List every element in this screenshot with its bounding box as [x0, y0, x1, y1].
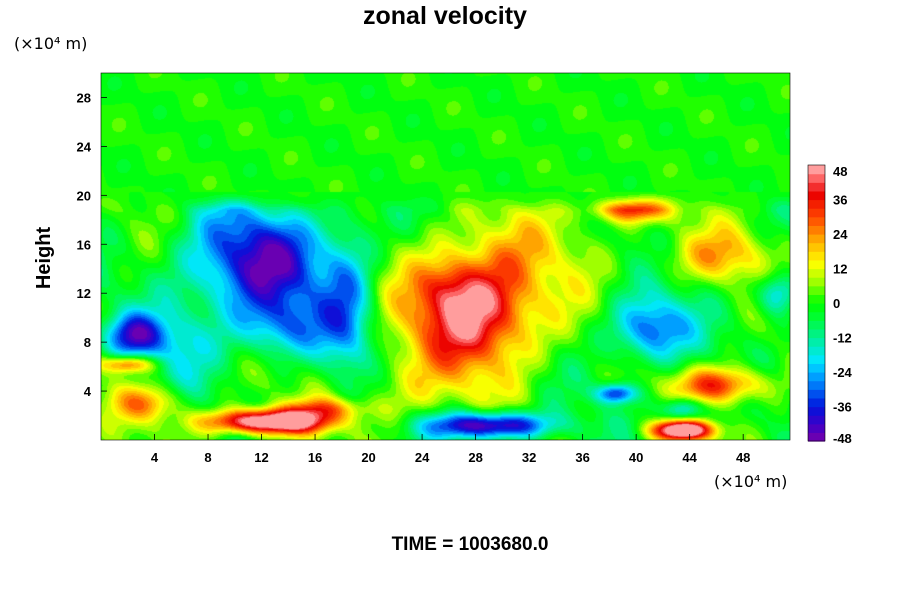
- colorbar-swatch: [808, 199, 825, 209]
- x-axis-ticks: 4 8 12 16 20 24 28 32 36 40 44 48: [151, 434, 750, 465]
- y-tick-label: 20: [77, 188, 91, 203]
- colorbar-swatch: [808, 277, 825, 287]
- x-tick-label: 24: [415, 450, 430, 465]
- colorbar-swatch: [808, 234, 825, 244]
- colorbar: 48 36 24 12 0 -12 -24 -36 -48: [807, 164, 853, 446]
- colorbar-label: -48: [833, 431, 852, 446]
- colorbar-label: -12: [833, 331, 852, 346]
- colorbar-labels: 48 36 24 12 0 -12 -24 -36 -48: [833, 164, 853, 446]
- colorbar-swatch: [808, 251, 825, 261]
- colorbar-swatch: [808, 346, 825, 356]
- x-tick-label: 12: [254, 450, 268, 465]
- plot-frame: [100, 72, 791, 441]
- heatmap-plot-area: [100, 72, 791, 441]
- colorbar-swatch: [808, 363, 825, 373]
- colorbar-swatch: [808, 372, 825, 382]
- x-tick-label: 20: [361, 450, 375, 465]
- colorbar-swatch: [808, 208, 825, 218]
- chart-title: zonal velocity: [363, 2, 527, 30]
- y-tick-label: 4: [84, 384, 92, 399]
- colorbar-swatch: [808, 380, 825, 390]
- x-tick-label: 16: [308, 450, 322, 465]
- x-tick-label: 40: [629, 450, 643, 465]
- colorbar-swatch: [808, 423, 825, 433]
- colorbar-label: 0: [833, 296, 840, 311]
- colorbar-swatch: [808, 432, 825, 442]
- y-axis-ticks: 4 8 12 16 20 24 28: [77, 90, 107, 399]
- x-tick-label: 4: [151, 450, 159, 465]
- colorbar-swatch: [808, 354, 825, 364]
- colorbar-label: 36: [833, 193, 847, 208]
- colorbar-label: 24: [833, 227, 848, 242]
- colorbar-swatch: [808, 389, 825, 399]
- y-tick-label: 24: [77, 139, 92, 154]
- colorbar-swatch: [808, 328, 825, 339]
- x-tick-label: 36: [575, 450, 589, 465]
- y-axis-label: Height: [33, 227, 55, 290]
- colorbar-swatch: [808, 406, 825, 416]
- y-tick-label: 8: [84, 335, 91, 350]
- colorbar-label: -24: [833, 365, 853, 380]
- colorbar-label: 12: [833, 262, 847, 277]
- colorbar-swatch: [808, 337, 825, 347]
- colorbar-swatch: [808, 165, 825, 175]
- colorbar-swatch: [808, 268, 825, 278]
- y-tick-label: 12: [77, 286, 91, 301]
- colorbar-swatch: [808, 182, 825, 192]
- colorbar-swatch: [808, 225, 825, 235]
- colorbar-swatch: [808, 303, 825, 313]
- colorbar-label: 48: [833, 164, 847, 179]
- colorbar-swatch: [808, 259, 825, 270]
- x-tick-label: 48: [736, 450, 750, 465]
- x-tick-label: 8: [204, 450, 211, 465]
- x-tick-label: 28: [468, 450, 482, 465]
- x-tick-label: 44: [682, 450, 697, 465]
- y-tick-label: 28: [77, 90, 91, 105]
- colorbar-swatch: [808, 173, 825, 183]
- colorbar-label: -36: [833, 400, 852, 415]
- colorbar-swatch: [808, 285, 825, 295]
- colorbar-swatch: [808, 190, 825, 201]
- colorbar-swatch: [808, 320, 825, 330]
- colorbar-swatch: [808, 294, 825, 304]
- y-axis-unit: (×10⁴ m): [14, 34, 87, 53]
- colorbar-swatch: [808, 242, 825, 252]
- y-tick-label: 16: [77, 237, 91, 252]
- colorbar-swatch: [808, 415, 825, 425]
- x-tick-label: 32: [522, 450, 536, 465]
- colorbar-swatch: [808, 216, 825, 226]
- heatmap-canvas: [101, 73, 790, 440]
- colorbar-swatches: [808, 165, 825, 442]
- time-label: TIME = 1003680.0: [392, 534, 549, 555]
- colorbar-frame: [807, 164, 826, 442]
- colorbar-swatch: [808, 311, 825, 321]
- colorbar-swatch: [808, 397, 825, 408]
- x-axis-unit: (×10⁴ m): [714, 472, 787, 491]
